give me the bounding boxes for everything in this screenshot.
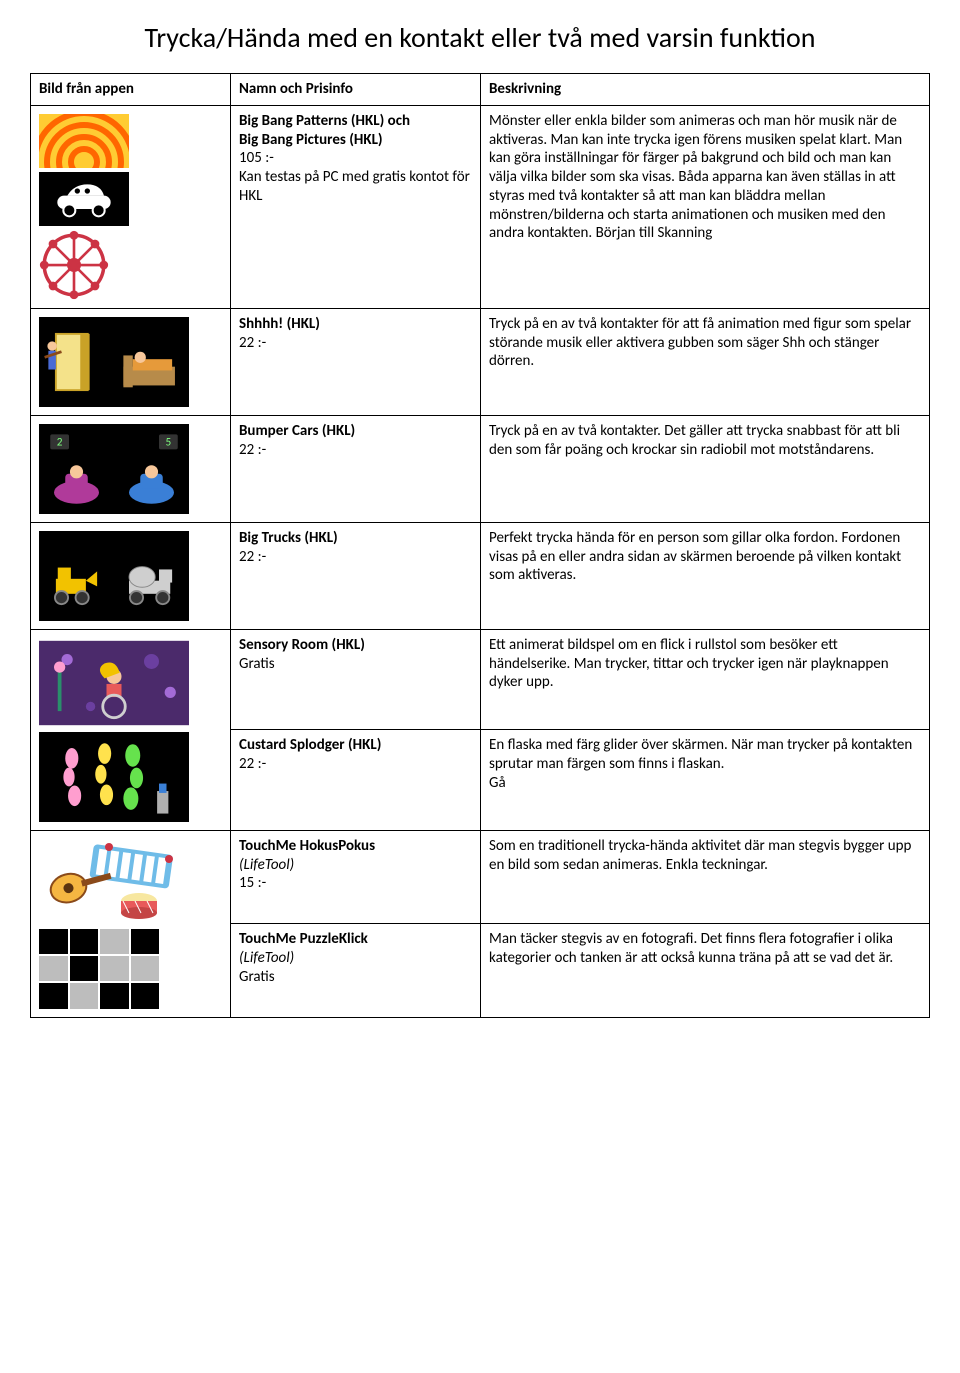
desc-cell: Som en traditionell trycka-hända aktivit…	[481, 830, 930, 923]
image-cell	[31, 105, 231, 308]
app-publisher: (LifeTool)	[239, 949, 294, 967]
app-name: Big Trucks (HKL)	[239, 529, 338, 547]
app-name: Big Bang Patterns (HKL) och	[239, 112, 410, 130]
svg-text:2: 2	[57, 435, 63, 449]
desc-cell: Mönster eller enkla bilder som animeras …	[481, 105, 930, 308]
name-cell: Custard Splodger (HKL) 22 :-	[231, 730, 481, 831]
app-price: 22 :-	[239, 441, 266, 459]
table-row: Big Trucks (HKL) 22 :- Perfekt trycka hä…	[31, 522, 930, 629]
table-row: TouchMe HokusPokus (LifeTool) 15 :- Som …	[31, 830, 930, 923]
app-price: 22 :-	[239, 548, 266, 566]
name-cell: TouchMe PuzzleKlick (LifeTool) Gratis	[231, 924, 481, 1017]
app-name: Big Bang Pictures (HKL)	[239, 131, 383, 149]
col-description: Beskrivning	[481, 74, 930, 106]
big-bang-patterns-thumb	[39, 114, 129, 168]
sensory-room-thumb	[39, 638, 189, 728]
name-cell: Big Bang Patterns (HKL) och Big Bang Pic…	[231, 105, 481, 308]
table-row: 2 5 Bumper Cars (HKL) 22 :-	[31, 415, 930, 522]
app-name: Bumper Cars (HKL)	[239, 422, 355, 440]
desc-cell: Tryck på en av två kontakter. Det gäller…	[481, 415, 930, 522]
shhhh-thumb	[39, 317, 189, 407]
apps-table: Bild från appen Namn och Prisinfo Beskri…	[30, 73, 930, 1018]
image-cell	[31, 830, 231, 1017]
custard-splodger-thumb	[39, 732, 189, 822]
name-cell: Sensory Room (HKL) Gratis	[231, 629, 481, 730]
col-name-price: Namn och Prisinfo	[231, 74, 481, 106]
app-name: Custard Splodger (HKL)	[239, 736, 381, 754]
table-header-row: Bild från appen Namn och Prisinfo Beskri…	[31, 74, 930, 106]
app-price: 105 :-	[239, 149, 274, 167]
svg-text:5: 5	[166, 435, 172, 449]
bumper-cars-thumb: 2 5	[39, 424, 189, 514]
hokuspokus-thumb	[39, 839, 189, 925]
desc-cell: Tryck på en av två kontakter för att få …	[481, 308, 930, 415]
name-cell: Shhhh! (HKL) 22 :-	[231, 308, 481, 415]
image-cell	[31, 308, 231, 415]
table-row: Shhhh! (HKL) 22 :- Tryck på en av två ko…	[31, 308, 930, 415]
name-cell: TouchMe HokusPokus (LifeTool) 15 :-	[231, 830, 481, 923]
page-title: Trycka/Hända med en kontakt eller två me…	[30, 20, 930, 55]
table-row: Big Bang Patterns (HKL) och Big Bang Pic…	[31, 105, 930, 308]
image-cell	[31, 629, 231, 830]
big-bang-pictures-wheel-thumb	[39, 230, 109, 300]
desc-cell: Man täcker stegvis av en fotografi. Det …	[481, 924, 930, 1017]
name-cell: Bumper Cars (HKL) 22 :-	[231, 415, 481, 522]
image-cell	[31, 522, 231, 629]
app-publisher: (LifeTool)	[239, 856, 294, 874]
table-row: Sensory Room (HKL) Gratis Ett animerat b…	[31, 629, 930, 730]
big-trucks-thumb	[39, 531, 189, 621]
desc-cell: Ett animerat bildspel om en flick i rull…	[481, 629, 930, 730]
desc-cell: En flaska med färg glider över skärmen. …	[481, 730, 930, 831]
app-name: Shhhh! (HKL)	[239, 315, 320, 333]
name-cell: Big Trucks (HKL) 22 :-	[231, 522, 481, 629]
app-price: Gratis	[239, 655, 275, 673]
app-name: TouchMe HokusPokus	[239, 837, 375, 855]
desc-cell: Perfekt trycka hända för en person som g…	[481, 522, 930, 629]
big-bang-pictures-car-thumb	[39, 172, 129, 226]
app-note: Kan testas på PC med gratis kontot för H…	[239, 168, 470, 205]
app-price: 15 :-	[239, 874, 266, 892]
app-name: TouchMe PuzzleKlick	[239, 930, 368, 948]
puzzleklick-thumb	[39, 929, 159, 1009]
col-image: Bild från appen	[31, 74, 231, 106]
app-price: Gratis	[239, 968, 275, 986]
app-price: 22 :-	[239, 755, 266, 773]
app-name: Sensory Room (HKL)	[239, 636, 365, 654]
app-price: 22 :-	[239, 334, 266, 352]
image-cell: 2 5	[31, 415, 231, 522]
